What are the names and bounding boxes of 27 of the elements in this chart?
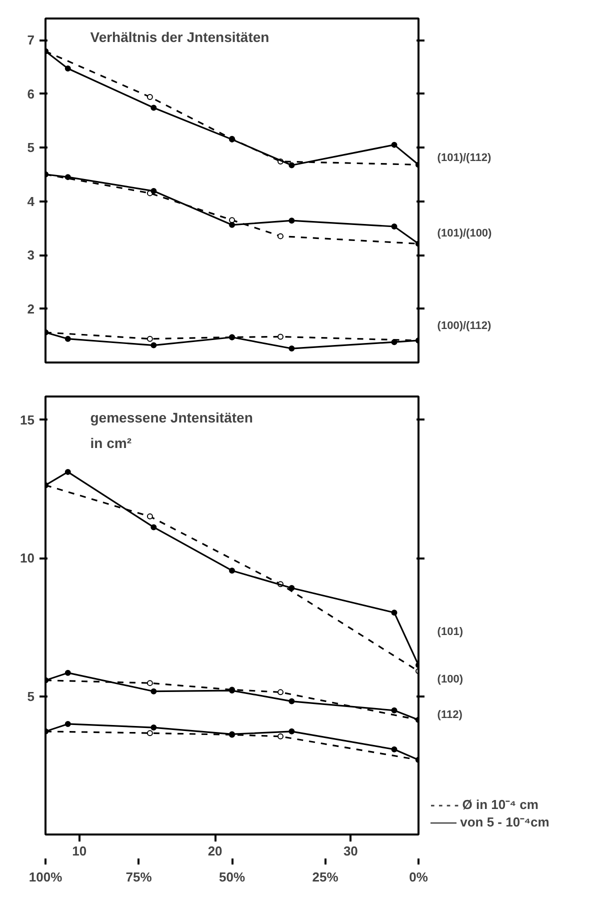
y-tick-label: 7 [27, 32, 35, 48]
series-label: (101)/(112) [437, 152, 492, 164]
text: (101) [437, 626, 464, 638]
y-tick-label: 3 [27, 248, 35, 262]
text: —— von 5 - 10⁻⁴cm [430, 814, 550, 830]
x-tick-label: 25% [312, 870, 339, 884]
x2-tick-label: 20 [208, 844, 222, 858]
text: (112) [437, 708, 463, 721]
y-tick-label: 2 [27, 301, 35, 316]
y-tick-label: 5 [27, 140, 35, 155]
y-tick-label: 5 [27, 688, 35, 704]
x-tick-label: 100% [28, 870, 63, 884]
series-label: (100)/(112) [437, 320, 492, 332]
y-tick-label: 4 [27, 194, 36, 209]
x2-tick-label: 10 [72, 844, 87, 858]
text: (100) [437, 674, 464, 686]
text: gemessene Jntensitäten in cm² [90, 410, 253, 452]
series-label: (101)/(100) [437, 228, 492, 240]
y-tick-label: 10 [20, 550, 35, 566]
y-tick-label: 15 [20, 412, 35, 428]
x-tick-label: 50% [218, 870, 246, 884]
y-tick-label: 6 [27, 86, 35, 102]
x-tick-label: 75% [126, 870, 152, 884]
x2-tick-label: 30 [343, 844, 358, 858]
text: - - - - Ø in 10⁻⁴ cm [430, 797, 538, 812]
text: Verhältnis der Jntensitäten [90, 28, 270, 45]
x-tick-label: 0% [409, 870, 428, 884]
